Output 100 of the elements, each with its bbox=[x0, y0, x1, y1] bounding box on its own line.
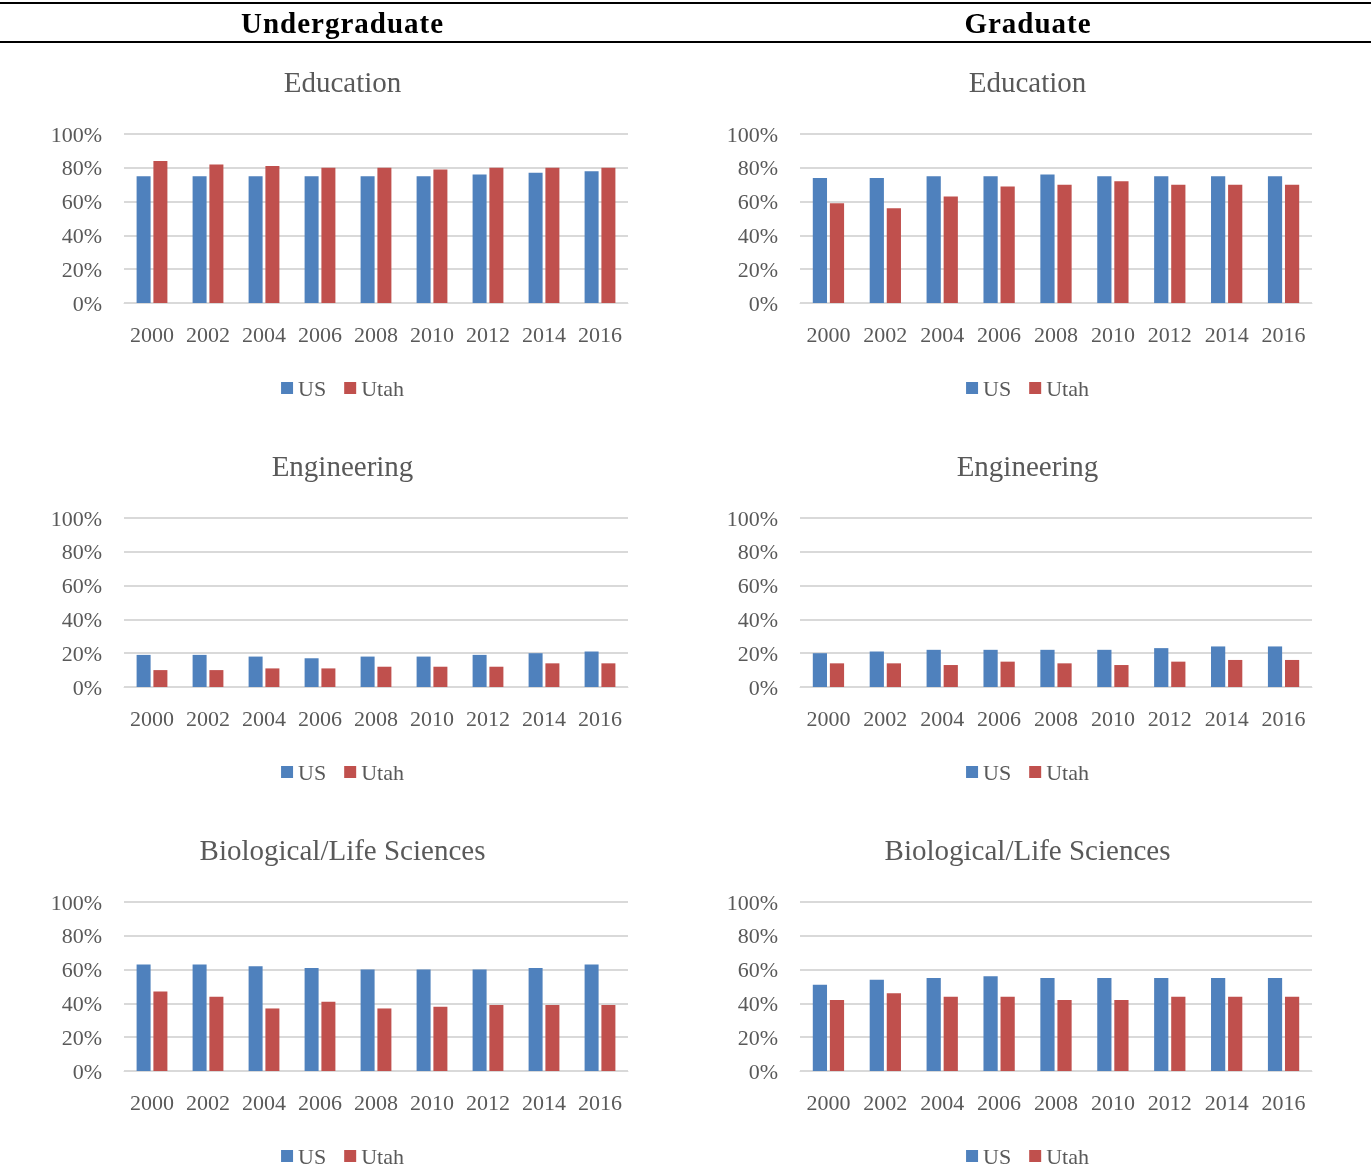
bar bbox=[433, 1006, 448, 1071]
bar bbox=[1284, 996, 1300, 1071]
x-tick-label: 2008 bbox=[354, 1089, 398, 1115]
bar bbox=[601, 663, 616, 687]
y-tick-label: 40% bbox=[61, 990, 102, 1016]
bar bbox=[209, 996, 224, 1071]
bar bbox=[1057, 663, 1072, 687]
x-tick-label: 2000 bbox=[806, 705, 851, 731]
y-tick-label: 0% bbox=[748, 290, 778, 316]
x-tick-label: 2008 bbox=[1034, 1089, 1078, 1115]
y-tick-label: 100% bbox=[50, 121, 102, 147]
bar bbox=[1114, 1000, 1129, 1071]
y-tick-label: 100% bbox=[50, 505, 102, 531]
y-tick-label: 80% bbox=[737, 155, 778, 181]
bar bbox=[983, 649, 998, 687]
x-tick-label: 2014 bbox=[1204, 1089, 1249, 1115]
bar bbox=[584, 171, 599, 303]
x-tick-label: 2012 bbox=[1147, 705, 1192, 731]
legend-label: Utah bbox=[361, 759, 404, 785]
bar bbox=[1267, 646, 1283, 687]
y-tick-label: 100% bbox=[726, 121, 778, 147]
y-tick-label: 80% bbox=[737, 539, 778, 565]
bar bbox=[545, 1005, 560, 1071]
bar bbox=[304, 176, 319, 303]
bar bbox=[943, 196, 958, 303]
bar bbox=[1154, 648, 1169, 687]
bar bbox=[1284, 659, 1300, 687]
bar bbox=[360, 969, 375, 1071]
x-tick-label: 2016 bbox=[1261, 705, 1306, 731]
y-tick-label: 100% bbox=[726, 505, 778, 531]
x-tick-label: 2006 bbox=[977, 1089, 1022, 1115]
bar bbox=[528, 653, 543, 687]
legend-label: US bbox=[983, 759, 1012, 785]
x-tick-label: 2002 bbox=[186, 321, 230, 347]
bar bbox=[377, 1008, 392, 1071]
bar bbox=[248, 966, 263, 1071]
x-tick-label: 2008 bbox=[354, 321, 398, 347]
legend-label: US bbox=[983, 1143, 1012, 1169]
bar bbox=[192, 654, 207, 687]
x-tick-label: 2014 bbox=[522, 1089, 566, 1115]
chart-title: Biological/Life Sciences bbox=[199, 833, 486, 866]
x-tick-label: 2002 bbox=[863, 321, 908, 347]
bar bbox=[321, 1001, 336, 1071]
y-tick-label: 0% bbox=[72, 1058, 102, 1084]
bar bbox=[433, 169, 448, 303]
x-tick-label: 2006 bbox=[298, 1089, 342, 1115]
y-tick-label: 60% bbox=[737, 957, 778, 983]
text: Graduate bbox=[685, 2, 1371, 43]
y-tick-label: 60% bbox=[61, 573, 102, 599]
bar bbox=[1097, 649, 1112, 687]
bar bbox=[209, 164, 224, 303]
x-tick-label: 2010 bbox=[410, 321, 454, 347]
bar bbox=[1228, 659, 1243, 687]
x-tick-label: 2016 bbox=[578, 1089, 622, 1115]
chart-title: Biological/Life Sciences bbox=[884, 833, 1171, 866]
x-tick-label: 2002 bbox=[863, 705, 908, 731]
bar bbox=[416, 969, 431, 1071]
y-tick-label: 80% bbox=[61, 923, 102, 949]
bar bbox=[248, 176, 263, 303]
y-tick-label: 100% bbox=[50, 889, 102, 915]
x-tick-label: 2016 bbox=[578, 321, 622, 347]
x-tick-label: 2006 bbox=[298, 321, 342, 347]
bar bbox=[192, 176, 207, 303]
bar bbox=[192, 964, 207, 1071]
bar bbox=[1154, 176, 1169, 303]
chart-title: Education bbox=[968, 65, 1087, 98]
y-tick-label: 80% bbox=[737, 923, 778, 949]
bar bbox=[136, 964, 151, 1071]
legend-label: US bbox=[298, 759, 327, 785]
y-tick-label: 60% bbox=[61, 189, 102, 215]
bar bbox=[584, 651, 599, 687]
x-tick-label: 2010 bbox=[1090, 1089, 1135, 1115]
bar bbox=[886, 663, 901, 687]
x-tick-label: 2006 bbox=[977, 705, 1022, 731]
bar bbox=[489, 666, 504, 687]
bar bbox=[1154, 978, 1169, 1071]
x-tick-label: 2006 bbox=[977, 321, 1022, 347]
x-tick-label: 2014 bbox=[1204, 705, 1249, 731]
bar bbox=[321, 668, 336, 687]
bar bbox=[528, 967, 543, 1071]
y-tick-label: 40% bbox=[61, 606, 102, 632]
bar bbox=[528, 172, 543, 303]
y-tick-label: 20% bbox=[61, 640, 102, 666]
bar bbox=[584, 964, 599, 1071]
bar bbox=[943, 996, 958, 1071]
y-tick-label: 20% bbox=[61, 1024, 102, 1050]
bar bbox=[1114, 181, 1129, 303]
x-tick-label: 2012 bbox=[466, 705, 510, 731]
bar bbox=[1284, 184, 1300, 303]
legend-label: Utah bbox=[1046, 375, 1089, 401]
y-tick-label: 40% bbox=[737, 990, 778, 1016]
bar bbox=[1000, 996, 1015, 1071]
x-tick-label: 2008 bbox=[354, 705, 398, 731]
x-tick-label: 2014 bbox=[522, 321, 566, 347]
x-tick-label: 2010 bbox=[1090, 705, 1135, 731]
bar bbox=[926, 649, 941, 687]
x-tick-label: 2016 bbox=[578, 705, 622, 731]
bar bbox=[886, 993, 901, 1071]
x-tick-label: 2000 bbox=[806, 1089, 851, 1115]
legend-label: US bbox=[298, 375, 327, 401]
